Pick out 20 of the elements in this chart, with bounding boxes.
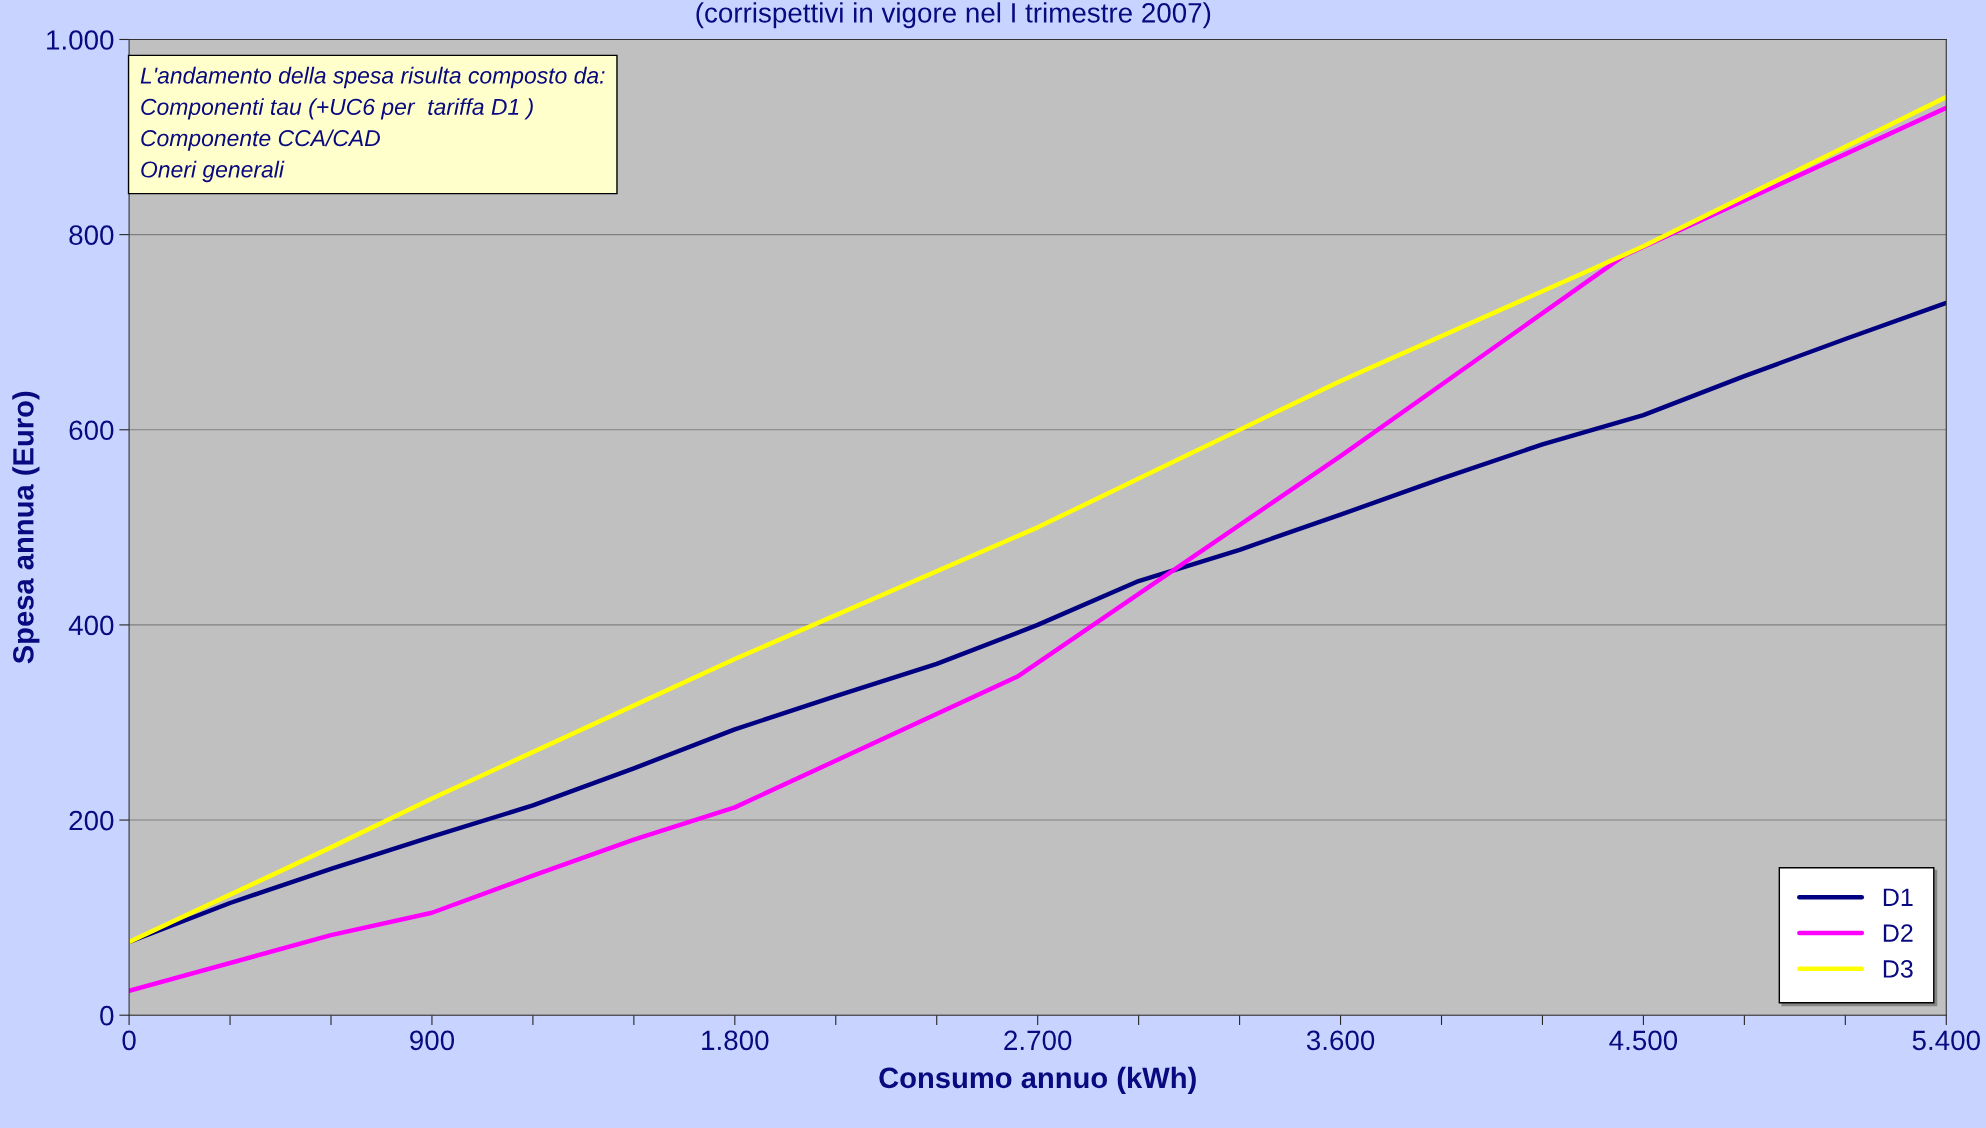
- x-axis-title: Consumo annuo (kWh): [879, 1066, 1196, 1094]
- x-tick-label: 0: [122, 1030, 136, 1051]
- annotation: L'andamento della spesa risulta composto da: Componenti tau (+UC6 per tariffa D1 ) Componente CCA/CAD Oneri generali: [140, 66, 605, 183]
- x-tick-label: 4.500: [1609, 1030, 1678, 1051]
- x-tick-label: 3.600: [1306, 1030, 1375, 1051]
- x-tick-label: 5.400: [1912, 1030, 1980, 1051]
- chart-subtitle: (corrispettivi in vigore nel I trimestre 2007): [696, 2, 1211, 29]
- legend-label: D1: [1883, 888, 1913, 906]
- legend-label: D2: [1883, 924, 1913, 942]
- x-tick-label: 900: [410, 1030, 455, 1051]
- y-tick-label: 200: [69, 810, 114, 831]
- y-tick-label: 800: [69, 225, 114, 245]
- y-tick-label: 1.000: [47, 30, 114, 50]
- y-tick-label: 600: [69, 420, 114, 441]
- y-axis-title: Spesa annua (Euro): [12, 391, 40, 664]
- y-tick-label: 400: [68, 615, 114, 636]
- legend-label: D3: [1883, 960, 1913, 978]
- y-tick-label: 0: [100, 1005, 114, 1026]
- x-tick-label: 1.800: [702, 1030, 769, 1051]
- x-tick-label: 2.700: [1004, 1030, 1072, 1051]
